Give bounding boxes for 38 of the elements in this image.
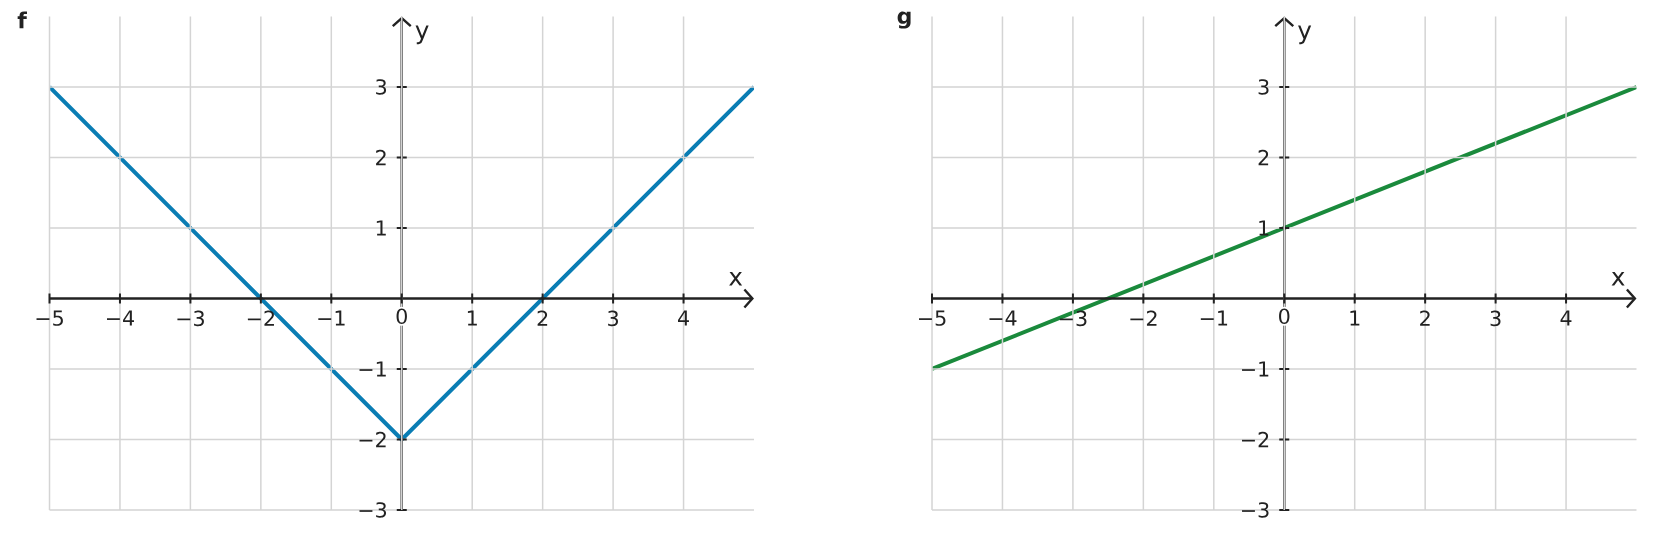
x-tick-label: −3: [177, 310, 204, 327]
x-tick-label: −2: [247, 310, 274, 326]
chart-title: f: [17, 11, 27, 29]
y-tick-label: −1: [359, 361, 386, 377]
x-tick-label: 4: [678, 310, 689, 326]
x-tick-label: 1: [467, 310, 477, 326]
x-tick-label: 0: [396, 308, 407, 325]
y-tick-label: 3: [376, 79, 387, 95]
y-tick-label: −3: [1242, 502, 1269, 518]
x-tick-label: −3: [1059, 310, 1087, 327]
y-tick-label: 1: [376, 220, 386, 236]
chart-title: g: [897, 11, 911, 29]
x-tick-label: 4: [1560, 310, 1572, 326]
y-tick-label: 2: [376, 149, 386, 166]
x-tick-label: 2: [537, 310, 548, 326]
x-tick-label: −4: [106, 310, 134, 326]
x-tick-label: −1: [318, 310, 345, 326]
x-tick-label: 1: [1350, 310, 1360, 326]
y-tick-label: 1: [1259, 220, 1269, 236]
x-tick-label: −2: [1130, 310, 1157, 326]
x-axis-title: x: [729, 271, 743, 286]
x-tick-label: −1: [1200, 310, 1228, 326]
y-tick-label: −2: [359, 431, 386, 448]
x-tick-label: −5: [36, 310, 63, 326]
y-tick-label: 3: [1258, 79, 1269, 95]
x-tick-label: −4: [989, 310, 1017, 326]
x-tick-label: 2: [1420, 310, 1430, 326]
x-axis-title: x: [1611, 271, 1625, 286]
y-tick-label: 2: [1258, 149, 1269, 166]
x-tick-label: −5: [919, 310, 946, 326]
y-tick-label: −3: [359, 502, 387, 518]
y-tick-label: −2: [1242, 431, 1269, 448]
y-tick-label: −1: [1242, 361, 1269, 377]
x-tick-label: 3: [608, 310, 618, 327]
x-tick-label: 3: [1490, 310, 1501, 327]
y-axis-title: y: [1298, 25, 1312, 45]
x-tick-label: 0: [1279, 308, 1290, 325]
y-axis-title: y: [415, 25, 429, 45]
